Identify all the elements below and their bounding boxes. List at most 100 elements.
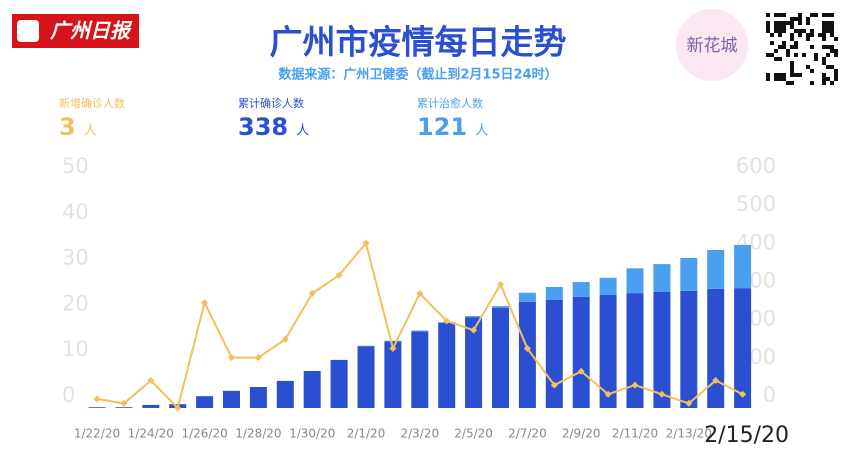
- point: [281, 335, 289, 343]
- bar: [653, 291, 671, 408]
- bar: [465, 317, 483, 408]
- qr-cell: [766, 73, 770, 77]
- bar: [653, 264, 671, 292]
- x-tick-label: 1/24/20: [128, 427, 174, 441]
- qr-cell: [834, 77, 838, 81]
- logo-text: 广州日报: [50, 19, 133, 43]
- bar: [626, 293, 644, 408]
- logo-icon: [17, 20, 39, 42]
- bar: [707, 249, 725, 289]
- qr-cell: [830, 65, 834, 69]
- qr-cell: [774, 73, 778, 77]
- qr-cell: [834, 53, 838, 57]
- bar: [572, 282, 590, 297]
- qr-cell: [794, 17, 798, 21]
- qr-cell: [834, 69, 838, 73]
- point: [228, 354, 235, 362]
- y-tick-label: 50: [62, 154, 89, 178]
- qr-cell: [770, 33, 774, 37]
- qr-cell: [810, 33, 814, 37]
- qr-cell: [778, 33, 782, 37]
- qr-cell: [774, 57, 778, 61]
- qr-cell: [774, 25, 778, 29]
- point: [362, 239, 370, 247]
- bar: [411, 331, 429, 408]
- point: [739, 390, 747, 398]
- qr-cell: [822, 73, 826, 77]
- qr-cell: [834, 49, 838, 53]
- qr-cell: [790, 45, 794, 49]
- qr-cell: [830, 29, 834, 33]
- qr-cell: [814, 57, 818, 61]
- point: [604, 390, 612, 398]
- brand-text: 新花城: [687, 36, 738, 56]
- qr-cell: [766, 53, 770, 57]
- stat-unit: 人: [84, 124, 97, 139]
- qr-cell: [830, 45, 834, 49]
- bar: [115, 407, 133, 408]
- qr-cell: [770, 53, 774, 57]
- x-tick-label: 1/22/20: [74, 427, 120, 441]
- point: [631, 381, 639, 389]
- qr-cell: [778, 73, 782, 77]
- x-tick-label: 1/30/20: [289, 427, 335, 441]
- point: [712, 377, 720, 385]
- qr-cell: [810, 81, 814, 85]
- bar: [438, 322, 456, 408]
- qr-cell: [782, 21, 786, 25]
- qr-cell: [778, 25, 782, 29]
- point: [443, 317, 451, 325]
- qr-cell: [826, 25, 830, 29]
- point: [550, 381, 558, 389]
- qr-cell: [822, 45, 826, 49]
- bar: [330, 359, 348, 408]
- qr-cell: [794, 45, 798, 49]
- qr-cell: [822, 37, 826, 41]
- qr-cell: [790, 33, 794, 37]
- qr-cell: [778, 13, 782, 17]
- point: [254, 354, 262, 362]
- point: [470, 326, 478, 334]
- bar: [411, 330, 429, 332]
- point: [335, 271, 343, 279]
- qr-cell: [822, 57, 826, 61]
- qr-cell: [822, 61, 826, 65]
- qr-cell: [790, 73, 794, 77]
- qr-cell: [786, 21, 790, 25]
- qr-cell: [830, 13, 834, 17]
- x-tick-label: 2/7/20: [508, 427, 547, 441]
- bar: [142, 404, 160, 408]
- qr-cell: [826, 77, 830, 81]
- x-tick-label: 2/9/20: [562, 427, 601, 441]
- qr-cell: [786, 49, 790, 53]
- qr-cell: [766, 21, 770, 25]
- stat-unit: 人: [296, 124, 309, 139]
- qr-cell: [810, 13, 814, 17]
- qr-cell: [790, 61, 794, 65]
- bar: [626, 268, 644, 294]
- qr-cell: [766, 13, 770, 17]
- bar: [545, 287, 563, 300]
- stat-value: 121: [417, 113, 467, 141]
- x-tick-label: 2/13/20: [666, 427, 712, 441]
- bar: [572, 296, 590, 408]
- qr-cell: [830, 49, 834, 53]
- qr-cell: [814, 13, 818, 17]
- qr-cell: [822, 13, 826, 17]
- stat-label: 新增确诊人数: [59, 96, 125, 110]
- qr-cell: [774, 21, 778, 25]
- qr-cell: [786, 53, 790, 57]
- bar: [303, 370, 321, 408]
- qr-cell: [826, 53, 830, 57]
- point: [120, 399, 128, 407]
- point: [389, 344, 397, 352]
- qr-cell: [778, 21, 782, 25]
- x-tick-label: 2/1/20: [347, 427, 386, 441]
- point: [308, 290, 316, 297]
- point: [658, 390, 666, 398]
- x-tick-label: 2/11/20: [612, 427, 658, 441]
- qr-cell: [782, 25, 786, 29]
- point: [416, 290, 424, 297]
- point: [497, 280, 504, 288]
